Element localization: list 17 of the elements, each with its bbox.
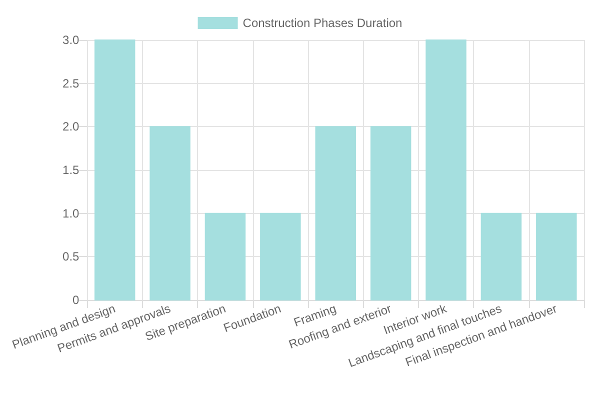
bar	[260, 212, 301, 300]
y-tick-label: 0.5	[62, 250, 80, 264]
y-tick-label: 1.0	[62, 206, 80, 220]
bar	[426, 40, 466, 300]
bar	[370, 126, 412, 300]
y-tick-label: 0	[72, 293, 80, 307]
y-tick-label: 2.0	[62, 120, 80, 134]
bar	[315, 126, 356, 300]
bar	[204, 212, 246, 300]
legend-label: Construction Phases Duration	[242, 16, 402, 30]
bar	[536, 212, 577, 300]
bar	[94, 40, 136, 300]
y-tick-label: 3.0	[62, 33, 80, 47]
y-tick-label: 2.5	[62, 76, 80, 90]
bar	[150, 126, 190, 300]
y-tick-label: 1.5	[62, 163, 80, 177]
bar	[480, 212, 522, 300]
